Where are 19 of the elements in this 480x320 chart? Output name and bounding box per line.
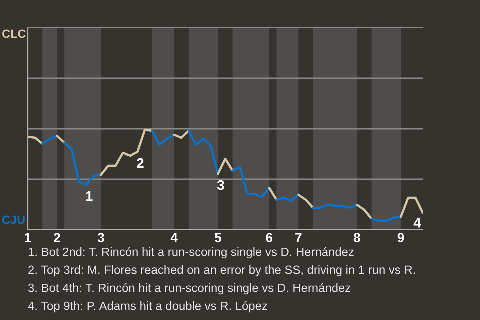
x-tick-label: 5 [214,233,222,242]
x-tick-label: 9 [398,233,404,242]
text: 3. Bot 4th: T. Rincón hit a run-scoring single vs D. Hernández [28,283,351,295]
x-tick-label: 8 [354,233,360,242]
text: 2. Top 3rd: M. Flores reached on an error by the SS, driving in 1 run vs R. [28,265,416,277]
text: 4. Top 9th: P. Adams hit a double vs R. López [28,301,268,313]
text: CJU [2,216,25,224]
annotation: 1 [86,192,93,202]
annotation: 3 [217,180,224,190]
text: 1. Bot 2nd: T. Rincón hit a run-scoring single vs D. Hernández [28,247,354,259]
x-tick-label: 2 [54,233,60,242]
x-tick-label: 3 [98,233,104,242]
x-tick-label: 4 [170,233,178,242]
annotation: 2 [137,158,144,168]
x-tick-label: 6 [266,233,273,242]
annotation: 4 [414,218,422,228]
x-tick-label: 1 [25,233,32,242]
x-tick-label: 7 [296,233,302,242]
text: CLC [2,30,26,38]
